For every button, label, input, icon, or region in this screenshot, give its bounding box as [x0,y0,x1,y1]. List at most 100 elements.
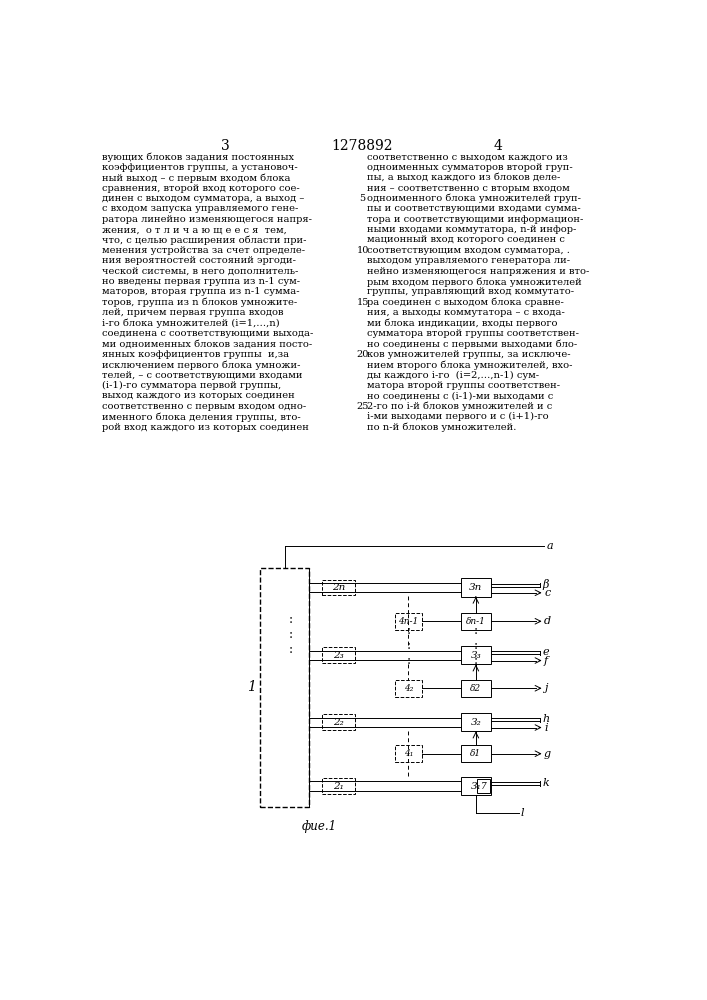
Text: j: j [544,683,548,693]
Text: менения устройства за счет определе-: менения устройства за счет определе- [103,246,305,255]
Text: e: e [542,647,549,657]
Text: :
:
:: : : : [289,613,293,656]
Text: ческой системы, в него дополнитель-: ческой системы, в него дополнитель- [103,267,298,276]
Text: ратора линейно изменяющегося напря-: ратора линейно изменяющегося напря- [103,215,312,224]
Text: но соединены с (i-1)-ми выходами с: но соединены с (i-1)-ми выходами с [368,391,554,400]
Text: торов, группа из n блоков умножите-: торов, группа из n блоков умножите- [103,298,298,307]
Text: 7: 7 [481,782,486,791]
Text: 3₂: 3₂ [470,718,481,727]
Text: 2n: 2n [332,583,345,592]
Text: рым входом первого блока умножителей: рым входом первого блока умножителей [368,277,582,287]
Text: маторов, вторая группа из n-1 сумма-: маторов, вторая группа из n-1 сумма- [103,287,300,296]
Text: ный выход – с первым входом блока: ный выход – с первым входом блока [103,173,291,183]
Text: 10: 10 [356,246,369,255]
Bar [461,646,491,664]
Text: что, с целью расширения области при-: что, с целью расширения области при- [103,235,307,245]
Bar [461,613,491,630]
Bar [395,613,421,630]
Text: 4: 4 [493,139,502,153]
Text: 3₁: 3₁ [470,782,481,791]
Bar [322,647,355,663]
Text: матора второй группы соответствен-: матора второй группы соответствен- [368,381,561,390]
Text: тора и соответствующими информацион-: тора и соответствующими информацион- [368,215,584,224]
Text: 4₁: 4₁ [404,749,413,758]
Text: 4n-1: 4n-1 [398,617,419,626]
Text: ными входами коммутатора, n-й инфор-: ными входами коммутатора, n-й инфор- [368,225,577,234]
Text: лей, причем первая группа входов: лей, причем первая группа входов [103,308,284,317]
Text: нием второго блока умножителей, вхо-: нием второго блока умножителей, вхо- [368,360,573,370]
Bar [260,568,309,807]
Text: соответственно с первым входом одно-: соответственно с первым входом одно- [103,402,307,411]
Text: ния – соответственно с вторым входом: ния – соответственно с вторым входом [368,184,570,193]
Text: (i-1)-го сумматора первой группы,: (i-1)-го сумматора первой группы, [103,381,281,390]
Text: c: c [544,588,550,598]
Text: i: i [544,723,548,733]
Text: мационный вход которого соединен с: мационный вход которого соединен с [368,235,566,244]
Text: δn-1: δn-1 [466,617,486,626]
Text: ния вероятностей состояний эргоди-: ния вероятностей состояний эргоди- [103,256,296,265]
Text: группы, управляющий вход коммутато-: группы, управляющий вход коммутато- [368,287,575,296]
Text: k: k [542,778,549,788]
Bar [322,580,355,595]
Text: 2₁: 2₁ [333,782,344,791]
Text: a: a [547,541,553,551]
Text: выходом управляемого генератора ли-: выходом управляемого генератора ли- [368,256,571,265]
Text: δ2: δ2 [470,684,481,693]
Text: одноименного блока умножителей груп-: одноименного блока умножителей груп- [368,194,581,203]
Text: ми блока индикации, входы первого: ми блока индикации, входы первого [368,319,558,328]
Text: h: h [542,714,549,724]
Bar [395,680,421,697]
Text: 1: 1 [247,680,255,694]
Text: жения,  о т л и ч а ю щ е е с я  тем,: жения, о т л и ч а ю щ е е с я тем, [103,225,287,234]
Text: ния, а выходы коммутатора – с входа-: ния, а выходы коммутатора – с входа- [368,308,566,317]
Bar [477,779,490,793]
Text: сумматора второй группы соответствен-: сумматора второй группы соответствен- [368,329,579,338]
Text: янных коэффициентов группы  и,за: янных коэффициентов группы и,за [103,350,289,359]
Text: соответственно с выходом каждого из: соответственно с выходом каждого из [368,152,568,161]
Text: с входом запуска управляемого гене-: с входом запуска управляемого гене- [103,204,298,213]
Text: 2-го по i-й блоков умножителей и с: 2-го по i-й блоков умножителей и с [368,402,553,411]
Bar [322,714,355,730]
Text: исключением первого блока умножи-: исключением первого блока умножи- [103,360,300,370]
Bar [461,713,491,731]
Text: 3: 3 [221,139,230,153]
Text: коэффициентов группы, а установоч-: коэффициентов группы, а установоч- [103,163,298,172]
Text: 3₃: 3₃ [470,651,481,660]
Text: нейно изменяющегося напряжения и вто-: нейно изменяющегося напряжения и вто- [368,267,590,276]
Text: β: β [542,579,549,590]
Text: выход каждого из которых соединен: выход каждого из которых соединен [103,391,295,400]
Text: δ1: δ1 [470,749,481,758]
Text: ков умножителей группы, за исключе-: ков умножителей группы, за исключе- [368,350,571,359]
Text: i-ми выходами первого и с (i+1)-го: i-ми выходами первого и с (i+1)-го [368,412,549,421]
Text: :
:
:: : : : [407,624,411,667]
Text: i-го блока умножителей (i=1,…,n): i-го блока умножителей (i=1,…,n) [103,319,280,328]
Text: пы, а выход каждого из блоков деле-: пы, а выход каждого из блоков деле- [368,173,561,182]
Text: ми одноименных блоков задания посто-: ми одноименных блоков задания посто- [103,339,312,348]
Text: 3n: 3n [469,583,482,592]
Text: но введены первая группа из n-1 сум-: но введены первая группа из n-1 сум- [103,277,300,286]
Text: l: l [521,808,525,818]
Text: 5: 5 [360,194,366,203]
Text: g: g [544,749,551,759]
Text: по n-й блоков умножителей.: по n-й блоков умножителей. [368,423,517,432]
Bar [461,777,491,795]
Text: ра соединен с выходом блока сравне-: ра соединен с выходом блока сравне- [368,298,564,307]
Text: телей, – с соответствующими входами: телей, – с соответствующими входами [103,371,303,380]
Text: 4₂: 4₂ [404,684,413,693]
Text: динен с выходом сумматора, а выход –: динен с выходом сумматора, а выход – [103,194,305,203]
Text: 25: 25 [356,402,369,411]
Text: 1278892: 1278892 [331,139,392,153]
Text: соединена с соответствующими выхода-: соединена с соответствующими выхода- [103,329,314,338]
Text: пы и соответствующими входами сумма-: пы и соответствующими входами сумма- [368,204,581,213]
Text: фие.1: фие.1 [302,820,337,833]
Text: d: d [544,616,551,626]
Text: 20: 20 [356,350,369,359]
Text: ды каждого i-го  (i=2,…,n-1) сум-: ды каждого i-го (i=2,…,n-1) сум- [368,371,539,380]
Bar [461,578,491,597]
Text: 2₂: 2₂ [333,718,344,727]
Text: рой вход каждого из которых соединен: рой вход каждого из которых соединен [103,423,309,432]
Text: 15: 15 [356,298,369,307]
Bar [461,680,491,697]
Text: одноименных сумматоров второй груп-: одноименных сумматоров второй груп- [368,163,573,172]
Text: f: f [544,656,548,666]
